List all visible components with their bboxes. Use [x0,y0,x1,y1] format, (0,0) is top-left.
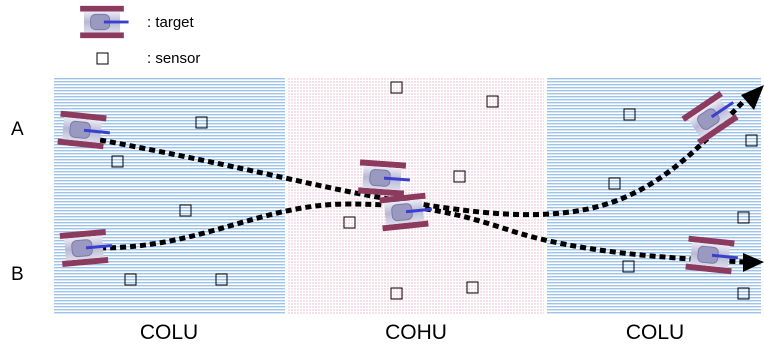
row-label-a: A [11,119,24,140]
legend-target-label: : target [147,14,195,31]
legend-tank-icon [79,5,130,39]
sensor-square-icon [466,281,479,294]
sensor-square-icon [111,155,124,168]
target-tank-icon [357,158,412,198]
sensor-square-icon [179,204,192,217]
zone-label-middle: COHU [385,321,447,344]
sensor-square-icon [737,287,750,300]
sensor-square-icon [737,211,750,224]
sensor-square-icon [453,170,466,183]
sensor-square-icon [623,108,636,121]
row-label-b: B [11,264,24,285]
sensor-square-icon [486,95,499,108]
zone-left-background [54,77,285,315]
legend-square-icon [96,52,109,65]
sensor-square-icon [608,177,621,190]
sensor-square-icon [195,116,208,129]
zone-label-left: COLU [140,321,198,344]
legend-sensor-label: : sensor [147,50,200,67]
sensor-square-icon [390,81,403,94]
arrowhead-b-icon [743,253,764,272]
sensors [111,81,758,300]
sensor-square-icon [215,273,228,286]
sensor-square-icon [745,134,758,147]
sensor-square-icon [124,273,137,286]
path-b [99,201,746,265]
sensor-square-icon [390,287,403,300]
sensor-square-icon [622,260,635,273]
zone-label-right: COLU [626,321,684,344]
path-a [99,98,747,218]
sensor-square-icon [343,216,356,229]
legend: : target : sensor [79,5,200,67]
arrowhead-a-icon [741,85,764,110]
